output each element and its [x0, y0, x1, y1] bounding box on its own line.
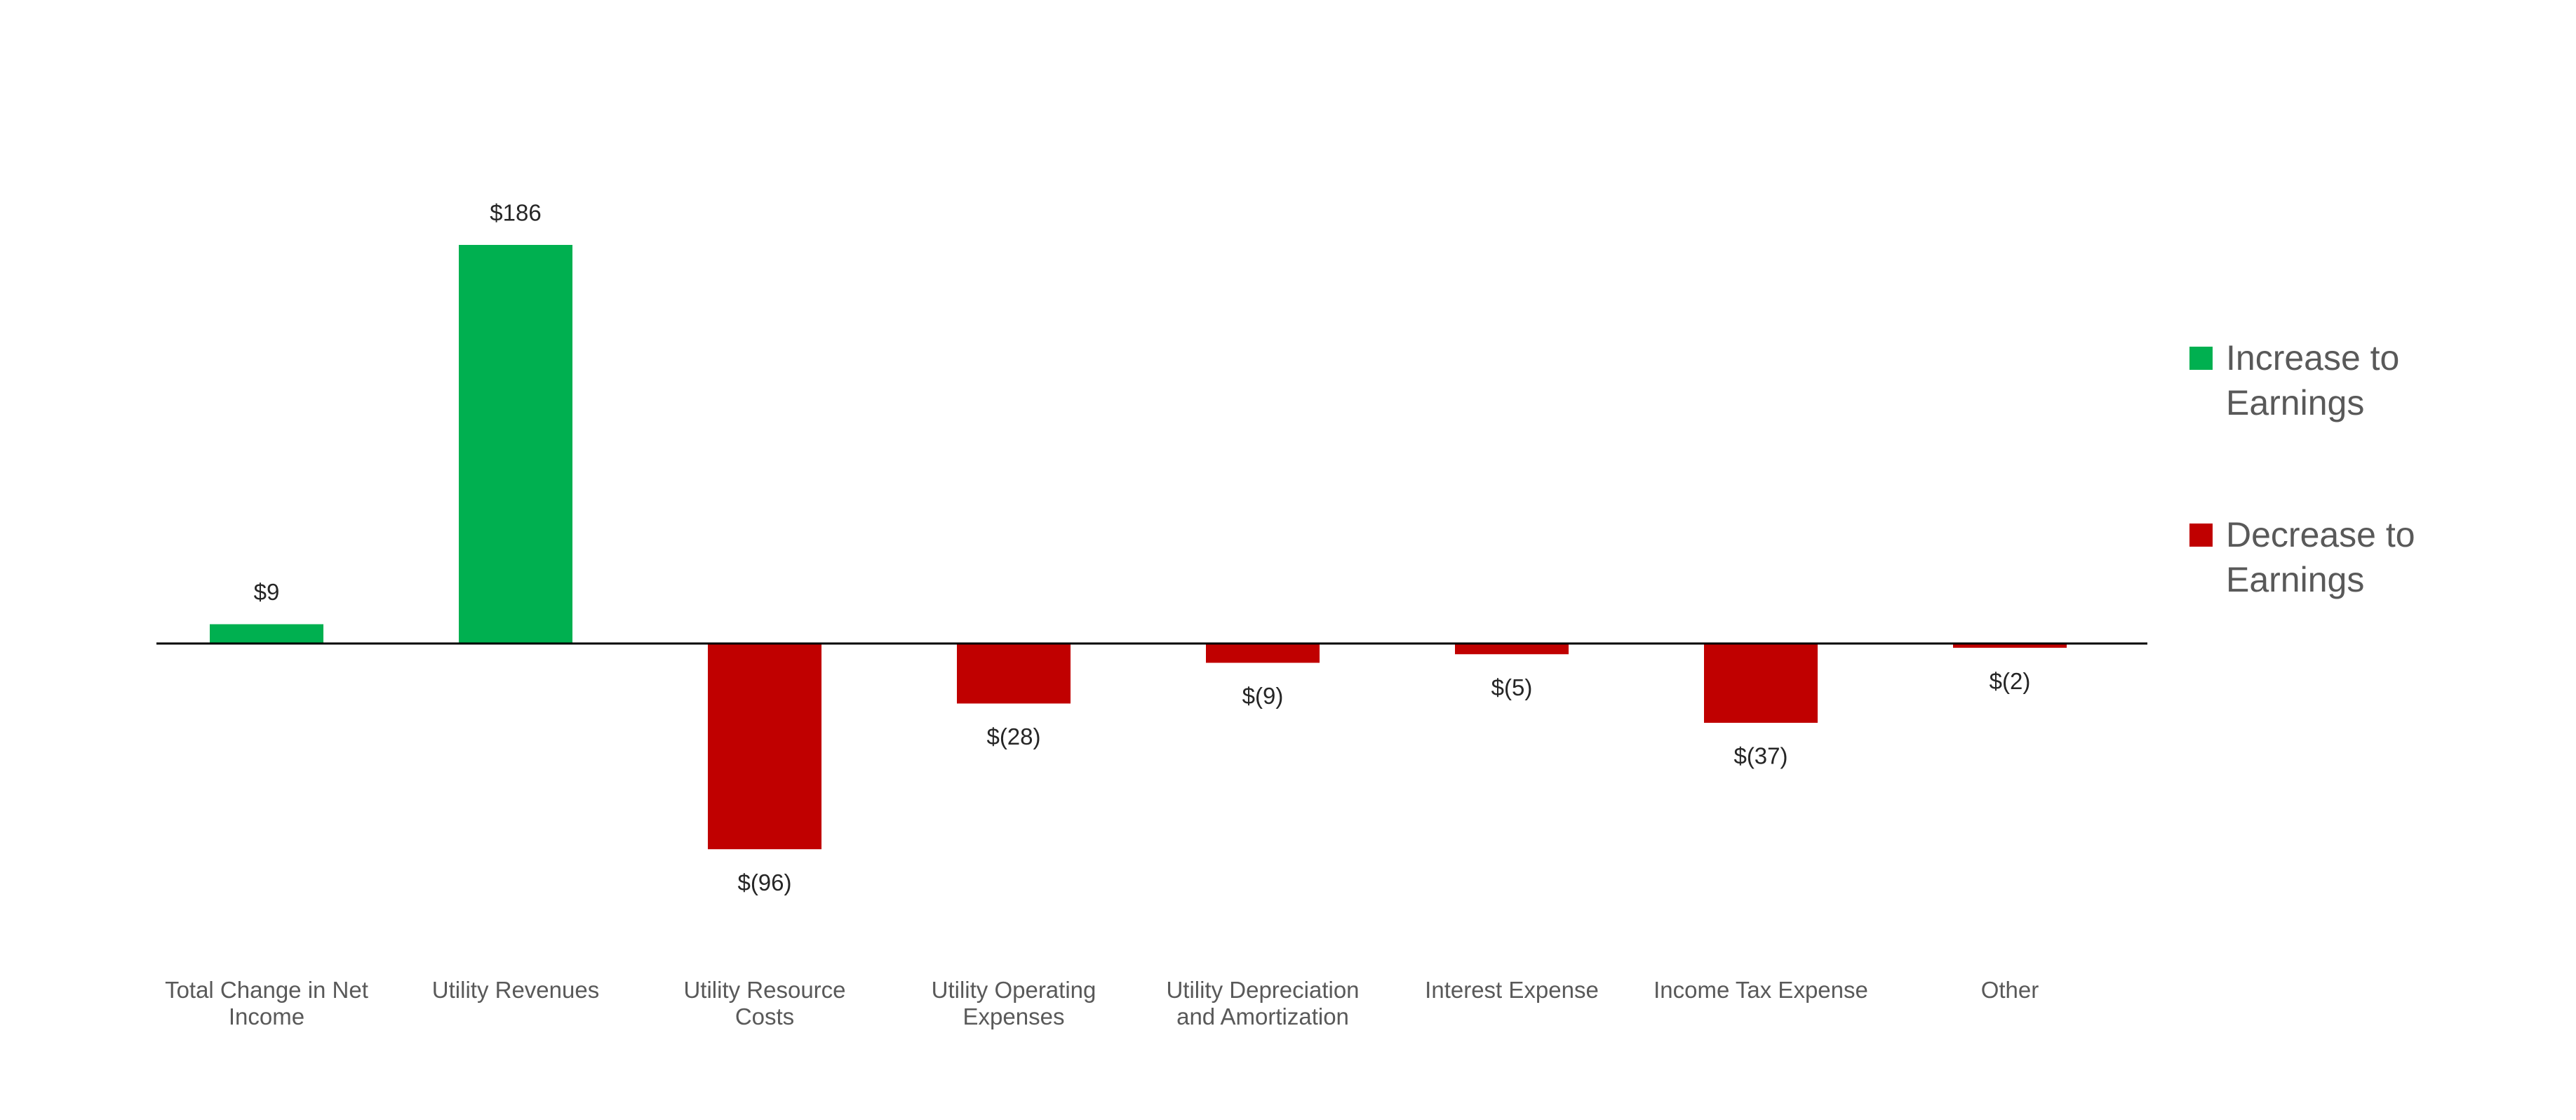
x-tick-label: Utility Depreciation and Amortization — [1166, 977, 1359, 1029]
label-line: Utility Operating — [932, 977, 1096, 1003]
label-line: Costs — [735, 1004, 794, 1029]
label-line: Expenses — [963, 1004, 1065, 1029]
label-line: Income — [229, 1004, 304, 1029]
legend-label: Decrease to Earnings — [2226, 515, 2415, 599]
bar — [1206, 644, 1320, 663]
data-label: $9 — [254, 579, 280, 605]
x-tick-label: Total Change in Net Income — [165, 977, 368, 1029]
bar — [1455, 644, 1569, 655]
label-line: Interest Expense — [1425, 977, 1599, 1003]
x-tick-label: Utility Operating Expenses — [932, 977, 1096, 1029]
bar — [210, 624, 323, 644]
data-label: $(5) — [1491, 674, 1533, 700]
bar — [1704, 644, 1818, 723]
data-label: $(2) — [1990, 668, 2031, 694]
data-label: $(96) — [737, 869, 791, 895]
label-line: Earnings — [2226, 560, 2364, 599]
label-line: Increase to — [2226, 338, 2399, 378]
legend-label: Increase to Earnings — [2226, 338, 2399, 422]
data-label: $(28) — [986, 724, 1040, 749]
data-label: $(9) — [1242, 683, 1284, 709]
x-tick-label: Other — [1981, 977, 2039, 1003]
label-line: Decrease to — [2226, 515, 2415, 554]
x-tick-label: Interest Expense — [1425, 977, 1599, 1003]
label-line: Other — [1981, 977, 2039, 1003]
x-tick-label: Utility Resource Costs — [683, 977, 845, 1029]
label-line: Utility Revenues — [432, 977, 599, 1003]
label-line: Income Tax Expense — [1653, 977, 1868, 1003]
bar — [957, 644, 1071, 704]
label-line: Utility Resource — [683, 977, 845, 1003]
label-line: and Amortization — [1176, 1004, 1349, 1029]
label-line: Utility Depreciation — [1166, 977, 1359, 1003]
bar — [1953, 644, 2067, 648]
bar — [459, 245, 572, 644]
x-tick-label: Utility Revenues — [432, 977, 599, 1003]
bar — [708, 644, 821, 850]
label-line: Total Change in Net — [165, 977, 368, 1003]
legend-swatch — [2189, 524, 2213, 547]
data-label: $186 — [490, 200, 541, 226]
x-tick-label: Income Tax Expense — [1653, 977, 1868, 1003]
legend-swatch — [2189, 347, 2213, 370]
label-line: Earnings — [2226, 383, 2364, 422]
data-label: $(37) — [1733, 743, 1787, 769]
